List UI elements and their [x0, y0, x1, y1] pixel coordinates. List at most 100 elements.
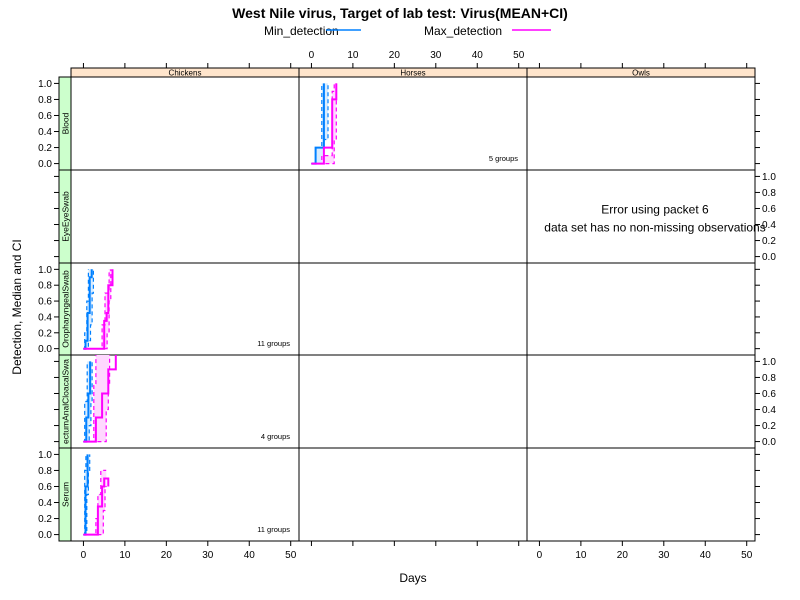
max-ci-lower-line: [83, 355, 111, 443]
x-tick-label: 30: [202, 550, 214, 561]
left-axis: 0.0 0.2 0.4 0.6 0.8 1.0 0.0 0.2 0.4 0.6 0.8 1.0 0.0 0…: [38, 79, 59, 541]
y-tick-label: 0.6: [762, 389, 776, 400]
data-panel-chickens-oropharyngealswab: 11 groups: [83, 269, 290, 350]
x-tick-label: 20: [161, 550, 173, 561]
x-tick-label: 10: [575, 550, 587, 561]
y-tick-label: 0.0: [762, 437, 776, 448]
y-tick-label: 0.6: [38, 297, 52, 308]
y-tick-label: 0.0: [38, 344, 52, 355]
y-tick-label: 1.0: [762, 357, 776, 368]
max-median-line: [83, 269, 114, 350]
legend: Min_detection Max_detection: [264, 24, 551, 38]
y-tick-label: 0.4: [762, 220, 776, 231]
y-tick-label: 0.8: [38, 281, 52, 292]
min-ci-lower-line: [83, 361, 93, 443]
min-ci-band: [83, 269, 94, 349]
group-count-label: 11 groups: [257, 339, 290, 348]
y-tick-label: 0.4: [762, 405, 776, 416]
panel-chickens-eyeswab: [70, 169, 300, 264]
column-strip-label: Owls: [632, 69, 650, 78]
x-tick-label: 40: [244, 550, 256, 561]
y-tick-label: 0.0: [38, 530, 52, 541]
error-message-line: Error using packet 6: [601, 203, 709, 217]
x-tick-label: 50: [513, 50, 525, 61]
group-count-label: 5 groups: [489, 154, 518, 163]
panel-horses-serum: [298, 447, 528, 542]
data-panel-horses-blood: 5 groups: [311, 83, 518, 165]
y-tick-label: 0.2: [762, 236, 776, 247]
panel-owls-oropharyngealswab: [526, 262, 756, 356]
row-strip-blood: Blood: [58, 76, 72, 171]
y-axis-label: Detection, Median and CI: [10, 239, 24, 374]
min-median-line: [83, 269, 93, 350]
column-strip-horses: Horses: [298, 67, 528, 78]
y-tick-label: 1.0: [38, 265, 52, 276]
top-axis: 0 10 20 30 40 50: [82, 50, 748, 68]
legend-entry-min-detection: Min_detection: [264, 24, 361, 38]
x-tick-label: 10: [119, 550, 131, 561]
x-tick-label: 30: [430, 50, 442, 61]
data-panel-chickens-serum: 11 groups: [83, 454, 290, 536]
legend-label: Max_detection: [424, 24, 502, 38]
column-strip-owls: Owls: [526, 67, 756, 78]
panel-chickens-blood: [70, 76, 300, 171]
x-tick-label: 40: [700, 550, 712, 561]
y-tick-label: 0.4: [38, 498, 52, 509]
legend-label: Min_detection: [264, 24, 339, 38]
x-axis-label: Days: [399, 571, 426, 585]
column-strip-label: Chickens: [169, 69, 202, 78]
min-ci-band: [311, 83, 328, 164]
data-panel-chickens-rectumanalcloacalswab: 4 groups: [83, 355, 290, 443]
y-tick-label: 0.8: [762, 188, 776, 199]
panel-owls-serum: [526, 447, 756, 542]
max-ci-upper-line: [83, 355, 97, 443]
panel-owls-blood: [526, 76, 756, 171]
panel-horses-rectumanalcloacalswab: [298, 354, 528, 449]
max-ci-lower-line: [83, 485, 107, 536]
max-ci-lower-line: [311, 83, 337, 165]
row-strip-label: Serum: [61, 482, 71, 507]
panel-grid: Chickens Horses Owls Blood EyeEyeSwab Orophar…: [58, 67, 766, 542]
chart-title: West Nile virus, Target of lab test: Vir…: [232, 5, 568, 21]
x-tick-label: 20: [617, 550, 629, 561]
y-tick-label: 0.8: [38, 466, 52, 477]
row-strip-label: ectumAnalCloacalSwa: [61, 359, 71, 444]
min-ci-lower-line: [83, 269, 94, 350]
x-tick-label: 30: [658, 550, 670, 561]
x-tick-label: 20: [389, 50, 401, 61]
y-tick-label: 0.4: [38, 312, 52, 323]
y-tick-label: 0.6: [762, 204, 776, 215]
y-tick-label: 0.8: [38, 95, 52, 106]
max-ci-lower-line: [83, 269, 112, 350]
y-tick-label: 0.6: [38, 482, 52, 493]
max-median-line: [311, 83, 338, 165]
panel-owls-rectumanalcloacalswab: [526, 354, 756, 449]
x-tick-label: 0: [309, 50, 315, 61]
panel-owls-eyeswab: [526, 169, 756, 264]
y-tick-label: 0.0: [762, 252, 776, 263]
x-tick-label: 50: [741, 550, 753, 561]
group-count-label: 4 groups: [261, 432, 290, 441]
y-tick-label: 1.0: [38, 79, 52, 90]
y-tick-label: 0.2: [38, 514, 52, 525]
y-tick-label: 1.0: [38, 450, 52, 461]
row-strip-label: EyeEyeSwab: [61, 191, 71, 242]
group-count-label: 11 groups: [257, 525, 290, 534]
x-tick-label: 0: [81, 550, 87, 561]
y-tick-label: 0.8: [762, 373, 776, 384]
column-strip-chickens: Chickens: [70, 67, 300, 78]
legend-entry-max-detection: Max_detection: [424, 24, 551, 38]
y-tick-label: 0.6: [38, 111, 52, 122]
max-median-line: [83, 355, 117, 443]
x-tick-label: 50: [285, 550, 297, 561]
x-tick-label: 10: [347, 50, 359, 61]
y-tick-label: 0.2: [38, 143, 52, 154]
y-tick-label: 0.4: [38, 127, 52, 138]
y-tick-label: 0.2: [38, 328, 52, 339]
x-tick-label: 0: [537, 550, 543, 561]
panel-horses-eyeswab: [298, 169, 528, 264]
x-tick-label: 40: [472, 50, 484, 61]
panel-horses-oropharyngealswab: [298, 262, 528, 356]
column-strip-label: Horses: [400, 69, 425, 78]
